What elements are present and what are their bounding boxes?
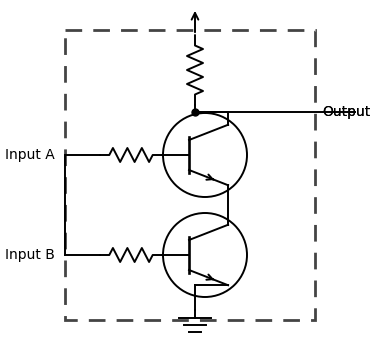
Text: Output: Output — [322, 105, 370, 119]
Text: Output: Output — [322, 105, 370, 119]
Bar — [65, 30, 315, 320]
Text: Input B: Input B — [5, 248, 55, 262]
Text: Input A: Input A — [5, 148, 55, 162]
